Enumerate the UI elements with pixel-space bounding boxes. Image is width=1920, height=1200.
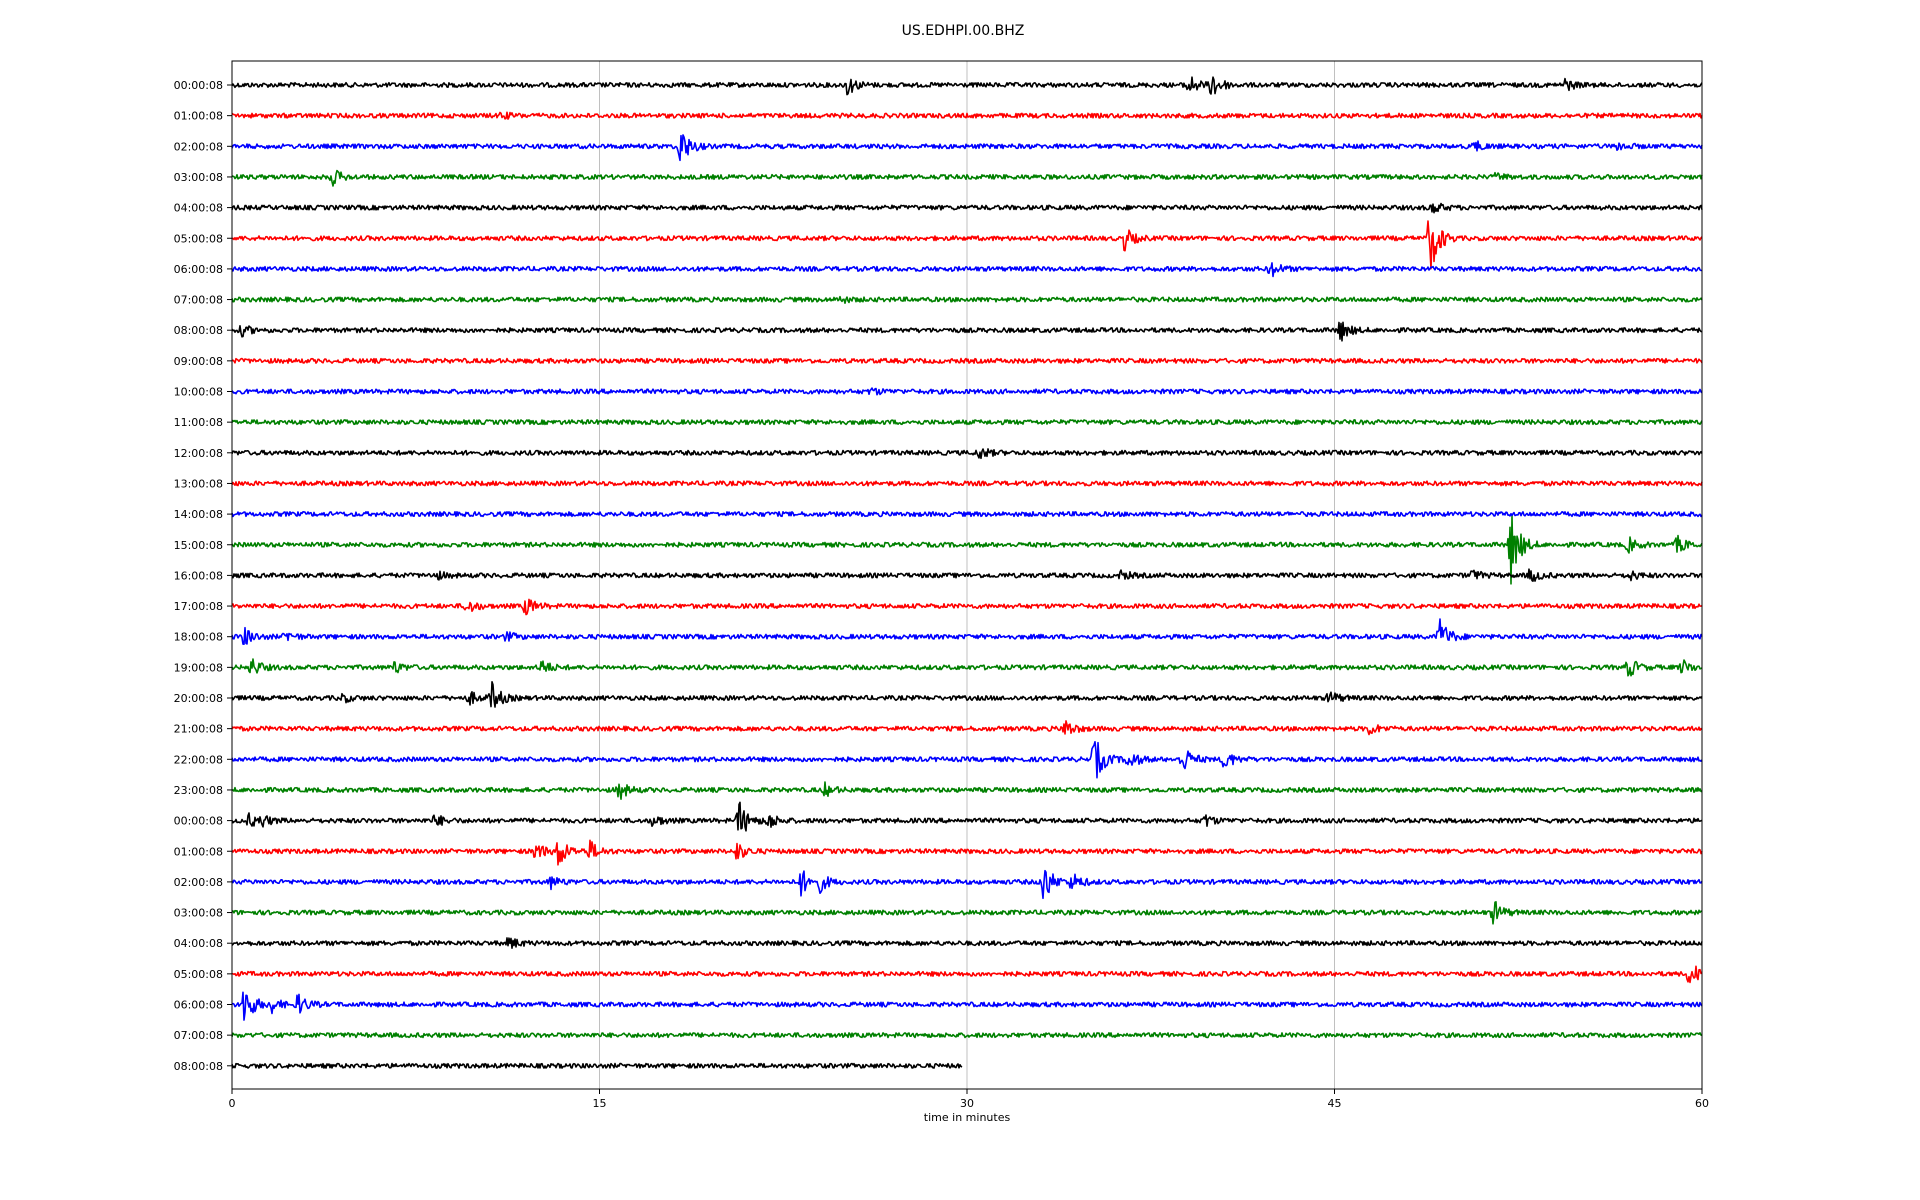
trace-line-19	[231, 618, 1703, 645]
row-time-label: 12:00:08	[174, 447, 223, 460]
row-time-label: 00:00:08	[174, 79, 223, 92]
trace-line-6	[231, 220, 1703, 270]
trace-line-3	[231, 134, 1703, 162]
x-tick-label: 15	[593, 1097, 607, 1110]
row-time-label: 05:00:08	[174, 968, 223, 981]
trace-line-17	[231, 568, 1703, 582]
row-time-label: 20:00:08	[174, 692, 223, 705]
trace-line-5	[231, 202, 1703, 214]
trace-line-15	[231, 511, 1703, 518]
plot-frame	[231, 60, 1703, 1090]
x-ticks: 0 15 30 45 60	[229, 1089, 1709, 1110]
row-time-label: 11:00:08	[174, 416, 223, 429]
x-tick-label: 60	[1695, 1097, 1709, 1110]
trace-line-30	[231, 965, 1703, 984]
x-tick-label: 0	[229, 1097, 236, 1110]
row-time-label: 22:00:08	[174, 753, 223, 766]
row-time-label: 07:00:08	[174, 1029, 223, 1042]
trace-line-31	[231, 991, 1703, 1021]
trace-line-26	[231, 839, 1703, 866]
row-time-label: 08:00:08	[174, 1060, 223, 1073]
row-time-label: 14:00:08	[174, 508, 223, 521]
trace-line-24	[231, 781, 1703, 800]
trace-line-29	[231, 937, 1703, 949]
row-time-label: 16:00:08	[174, 569, 223, 582]
row-time-label: 04:00:08	[174, 937, 223, 950]
row-time-label: 18:00:08	[174, 631, 223, 644]
trace-line-28	[231, 901, 1703, 925]
trace-line-16	[231, 515, 1703, 585]
traces	[231, 76, 1703, 1069]
trace-line-22	[231, 720, 1703, 736]
x-axis-label: time in minutes	[924, 1111, 1011, 1124]
trace-line-12	[231, 419, 1703, 426]
trace-line-2	[231, 111, 1703, 120]
trace-line-13	[231, 448, 1703, 460]
trace-line-23	[231, 740, 1703, 779]
row-time-label: 00:00:08	[174, 815, 223, 828]
row-time-label: 23:00:08	[174, 784, 223, 797]
trace-line-18	[231, 598, 1703, 616]
trace-line-8	[231, 295, 1703, 305]
x-tick-label: 30	[960, 1097, 974, 1110]
trace-line-21	[231, 680, 1703, 708]
row-time-label: 13:00:08	[174, 477, 223, 490]
row-time-label: 01:00:08	[174, 845, 223, 858]
row-time-label: 19:00:08	[174, 661, 223, 674]
trace-line-1	[231, 76, 1703, 96]
trace-line-14	[231, 480, 1703, 487]
trace-line-32	[231, 1032, 1703, 1039]
row-time-label: 03:00:08	[174, 907, 223, 920]
row-time-label: 06:00:08	[174, 263, 223, 276]
trace-line-9	[231, 321, 1703, 342]
trace-line-4	[231, 169, 1703, 187]
trace-line-33	[231, 1062, 963, 1069]
row-time-label: 05:00:08	[174, 232, 223, 245]
x-tick-label: 45	[1328, 1097, 1342, 1110]
chart-title: US.EDHPI.00.BHZ	[902, 23, 1025, 39]
row-time-label: 02:00:08	[174, 140, 223, 153]
trace-line-25	[231, 801, 1703, 832]
row-time-label: 07:00:08	[174, 294, 223, 307]
row-time-label: 21:00:08	[174, 723, 223, 736]
trace-line-7	[231, 262, 1703, 278]
trace-line-10	[231, 357, 1703, 364]
row-time-label: 01:00:08	[174, 110, 223, 123]
row-time-label: 06:00:08	[174, 999, 223, 1012]
row-time-label: 09:00:08	[174, 355, 223, 368]
row-time-label: 03:00:08	[174, 171, 223, 184]
row-time-label: 15:00:08	[174, 539, 223, 552]
row-time-label: 02:00:08	[174, 876, 223, 889]
trace-line-27	[231, 869, 1703, 900]
row-time-label: 08:00:08	[174, 324, 223, 337]
trace-line-20	[231, 658, 1703, 677]
row-time-label: 17:00:08	[174, 600, 223, 613]
y-tick-labels: 00:00:08 01:00:08 02:00:08 03:00:08 04:00:08…	[174, 79, 232, 1073]
row-time-label: 10:00:08	[174, 386, 223, 399]
trace-line-11	[231, 387, 1703, 396]
row-time-label: 04:00:08	[174, 202, 223, 215]
